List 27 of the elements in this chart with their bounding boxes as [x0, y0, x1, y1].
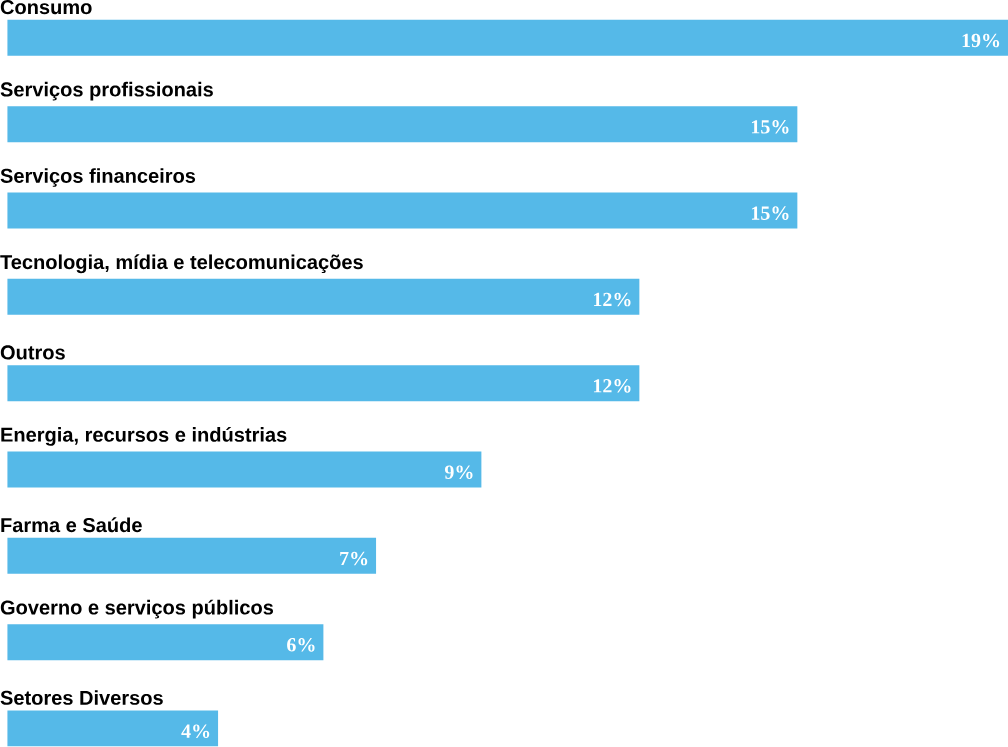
data-label: 12% — [593, 379, 631, 393]
bar — [7, 279, 640, 316]
bar — [7, 538, 377, 575]
data-label: 15% — [751, 120, 789, 134]
bar — [7, 451, 482, 488]
y-tick-label: Consumo — [0, 0, 92, 15]
bar — [7, 20, 1008, 57]
bar — [7, 710, 219, 747]
y-tick-label: Serviços profissionais — [0, 82, 213, 101]
data-label: 9% — [444, 465, 473, 480]
y-tick-label: Setores Diversos — [0, 690, 163, 706]
data-label: 4% — [181, 724, 210, 739]
bar — [7, 192, 798, 229]
y-tick-label: Tecnologia, mídia e telecomunicações — [0, 254, 363, 274]
data-label: 12% — [593, 292, 631, 307]
y-tick-label: Serviços financeiros — [0, 168, 196, 188]
y-tick-label: Governo e serviços públicos — [0, 599, 274, 619]
y-tick-label: Energia, recursos e indústrias — [1, 427, 287, 447]
y-tick-label: Outros — [0, 345, 65, 360]
bar — [7, 365, 640, 402]
data-label: 7% — [340, 551, 368, 566]
bar — [7, 106, 798, 143]
data-label: 19% — [962, 33, 1000, 48]
data-label: 6% — [287, 638, 315, 652]
data-label: 15% — [751, 206, 789, 221]
y-tick-label: Farma e Saúde — [1, 517, 142, 533]
bar — [7, 624, 324, 661]
